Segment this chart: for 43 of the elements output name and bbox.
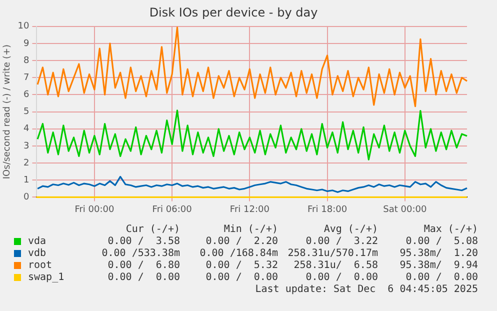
y-tick-label: 2 xyxy=(24,158,30,168)
text: 0.00 / 6.80 xyxy=(108,260,180,271)
x-tick-label: Fri 12:00 xyxy=(230,204,270,215)
y-tick-label: 7 xyxy=(24,72,30,83)
text: 95.38m/ 9.94 xyxy=(400,260,478,271)
text: 95.38m/ 1.20 xyxy=(400,248,478,259)
text: 0.00 / 3.22 xyxy=(306,236,378,247)
text: 258.31u/570.17m xyxy=(288,248,378,259)
y-tick-label: 1 xyxy=(24,175,30,186)
text: 0.00 / 5.08 xyxy=(406,236,478,247)
legend-label: vda xyxy=(28,236,46,247)
x-tick-label: Sat 00:00 xyxy=(383,204,427,215)
x-tick-label: Fri 18:00 xyxy=(308,204,348,215)
chart-title: Disk IOs per device - by day xyxy=(149,5,318,20)
text: 0.00 / 0.00 xyxy=(306,272,378,283)
y-tick-label: 0 xyxy=(24,192,30,203)
text: 0.00 /533.38m xyxy=(102,248,180,259)
text: 0.00 / 0.00 xyxy=(108,272,180,283)
y-tick-label: 4 xyxy=(24,124,30,134)
y-tick-label: 6 xyxy=(24,90,30,100)
y-tick-label: 5 xyxy=(24,107,30,118)
legend-label: swap_1 xyxy=(28,272,64,283)
legend-label: vdb xyxy=(28,248,46,259)
y-tick-label: 10 xyxy=(18,22,30,32)
text: 0.00 / 5.32 xyxy=(206,260,278,271)
text: Min (-/+) xyxy=(224,224,278,235)
y-tick-label: 3 xyxy=(24,141,30,152)
x-tick-label: Fri 06:00 xyxy=(152,204,192,215)
text: 0.00 / 0.00 xyxy=(206,272,278,283)
text: 0.00 / 3.58 xyxy=(108,236,180,247)
text: Last update: Sat Dec 6 04:45:05 2025 xyxy=(255,284,478,295)
text: 258.31u/ 6.58 xyxy=(294,260,378,271)
y-tick-label: 8 xyxy=(24,56,30,66)
text: Max (-/+) xyxy=(424,224,478,235)
text: 0.00 /168.84m xyxy=(200,248,278,259)
text: Avg (-/+) xyxy=(324,224,378,235)
x-tick-label: Fri 00:00 xyxy=(74,204,114,215)
legend-label: root xyxy=(28,260,52,271)
text: Cur (-/+) xyxy=(126,224,180,235)
text: 0.00 / 2.20 xyxy=(206,236,278,247)
text: 0.00 / 0.00 xyxy=(406,272,478,283)
y-tick-label: 9 xyxy=(24,38,30,49)
y-axis-title: IOs/second read (-) / write (+) xyxy=(2,44,13,180)
